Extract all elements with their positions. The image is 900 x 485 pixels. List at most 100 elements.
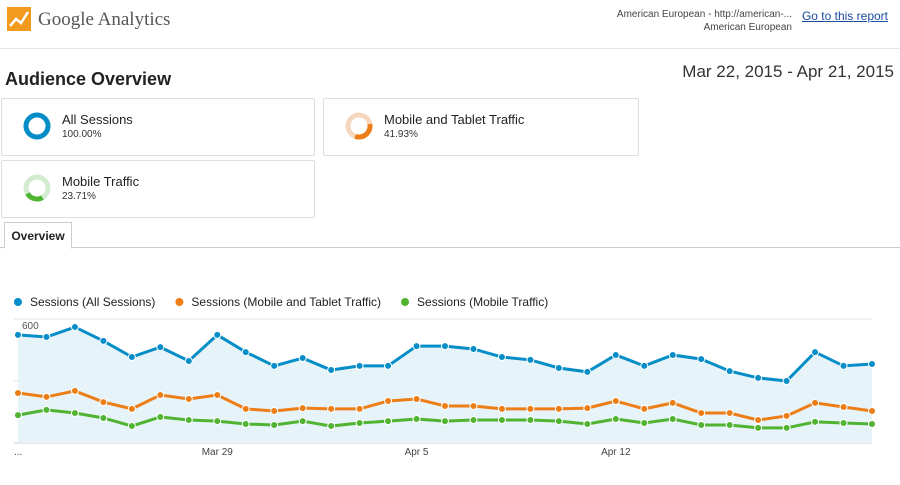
point [868, 360, 876, 369]
point [811, 417, 820, 426]
point [412, 394, 421, 403]
point [697, 421, 706, 430]
segment-name: Mobile and Tablet Traffic [384, 112, 525, 127]
point [327, 404, 336, 413]
point [469, 402, 478, 411]
point [241, 404, 250, 413]
point [355, 361, 364, 370]
point [839, 361, 848, 370]
page-title: Audience Overview [5, 69, 172, 89]
header: Google Analytics American European - htt… [0, 0, 900, 49]
point [127, 422, 136, 431]
point [469, 344, 478, 353]
point [583, 419, 592, 428]
point [70, 386, 79, 395]
point [384, 417, 393, 426]
segment-card[interactable]: All Sessions 100.00% [1, 98, 315, 156]
point [554, 363, 563, 372]
point [868, 406, 876, 415]
point [554, 417, 563, 426]
point [583, 404, 592, 413]
segment-percent: 23.71% [62, 191, 96, 202]
point [99, 398, 108, 407]
point [70, 409, 79, 418]
x-tick-label: Apr 12 [601, 447, 631, 458]
point [554, 404, 563, 413]
point [241, 348, 250, 357]
point [270, 406, 279, 415]
date-range[interactable]: Mar 22, 2015 - Apr 21, 2015 [682, 62, 894, 81]
point [497, 416, 506, 425]
point [298, 404, 307, 413]
point [640, 404, 649, 413]
point [327, 366, 336, 375]
segment-icon [345, 112, 373, 140]
logo [7, 7, 31, 31]
point [184, 416, 193, 425]
point [497, 353, 506, 362]
segment-percent: 41.93% [384, 129, 418, 140]
point [42, 392, 51, 401]
account: American European - http://american-... [616, 9, 792, 20]
y-tick-label: 600 [22, 321, 39, 332]
point [754, 423, 763, 432]
point [14, 388, 22, 397]
tab[interactable]: Overview [4, 222, 72, 249]
point [611, 415, 620, 424]
point [156, 343, 165, 352]
tab-rule [0, 247, 900, 248]
point [811, 398, 820, 407]
point [526, 355, 535, 364]
point [156, 391, 165, 400]
point [640, 361, 649, 370]
point [412, 415, 421, 424]
x-tick-label: Apr 5 [405, 447, 429, 458]
point [668, 350, 677, 359]
point [14, 411, 22, 420]
point [640, 418, 649, 427]
point [441, 417, 449, 426]
point [184, 394, 193, 403]
product-name: Google Analytics [38, 9, 171, 30]
point [327, 422, 336, 431]
point [127, 404, 136, 413]
segment-icon [23, 112, 51, 140]
point [213, 330, 222, 339]
point [782, 411, 791, 420]
point [42, 405, 51, 414]
point [725, 409, 734, 418]
point [725, 367, 734, 376]
point [70, 323, 79, 332]
point [412, 342, 421, 351]
legend-marker [175, 298, 184, 306]
legend-label: Sessions (Mobile and Tablet Traffic) [191, 295, 381, 309]
legend-marker [401, 298, 410, 306]
segment-percent: 100.00% [62, 129, 102, 140]
point [270, 361, 279, 370]
area [18, 327, 872, 443]
point [811, 348, 820, 357]
x-tick-label: Mar 29 [202, 447, 234, 458]
point [697, 409, 706, 418]
point [583, 367, 592, 376]
point [497, 404, 506, 413]
point [14, 330, 22, 339]
point [384, 361, 393, 370]
point [668, 415, 677, 424]
point [526, 416, 535, 425]
report-link[interactable]: Go to this report [801, 9, 888, 23]
segment-card[interactable]: Mobile and Tablet Traffic 41.93% [323, 98, 639, 156]
point [611, 350, 620, 359]
point [782, 423, 791, 432]
point [241, 419, 250, 428]
point [725, 421, 734, 430]
segment-card[interactable]: Mobile Traffic 23.71% [1, 160, 315, 218]
point [99, 413, 108, 422]
segment-name: Mobile Traffic [62, 174, 140, 189]
point [213, 417, 222, 426]
point [839, 418, 848, 427]
point [298, 417, 307, 426]
point [441, 402, 449, 411]
point [156, 412, 165, 421]
point [754, 373, 763, 382]
